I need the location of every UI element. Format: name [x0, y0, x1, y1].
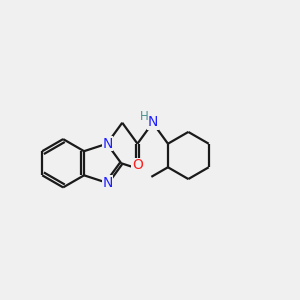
Text: O: O	[132, 158, 143, 172]
Text: H: H	[140, 110, 148, 123]
Text: N: N	[102, 137, 113, 151]
Text: N: N	[102, 176, 113, 190]
Text: N: N	[148, 115, 158, 129]
